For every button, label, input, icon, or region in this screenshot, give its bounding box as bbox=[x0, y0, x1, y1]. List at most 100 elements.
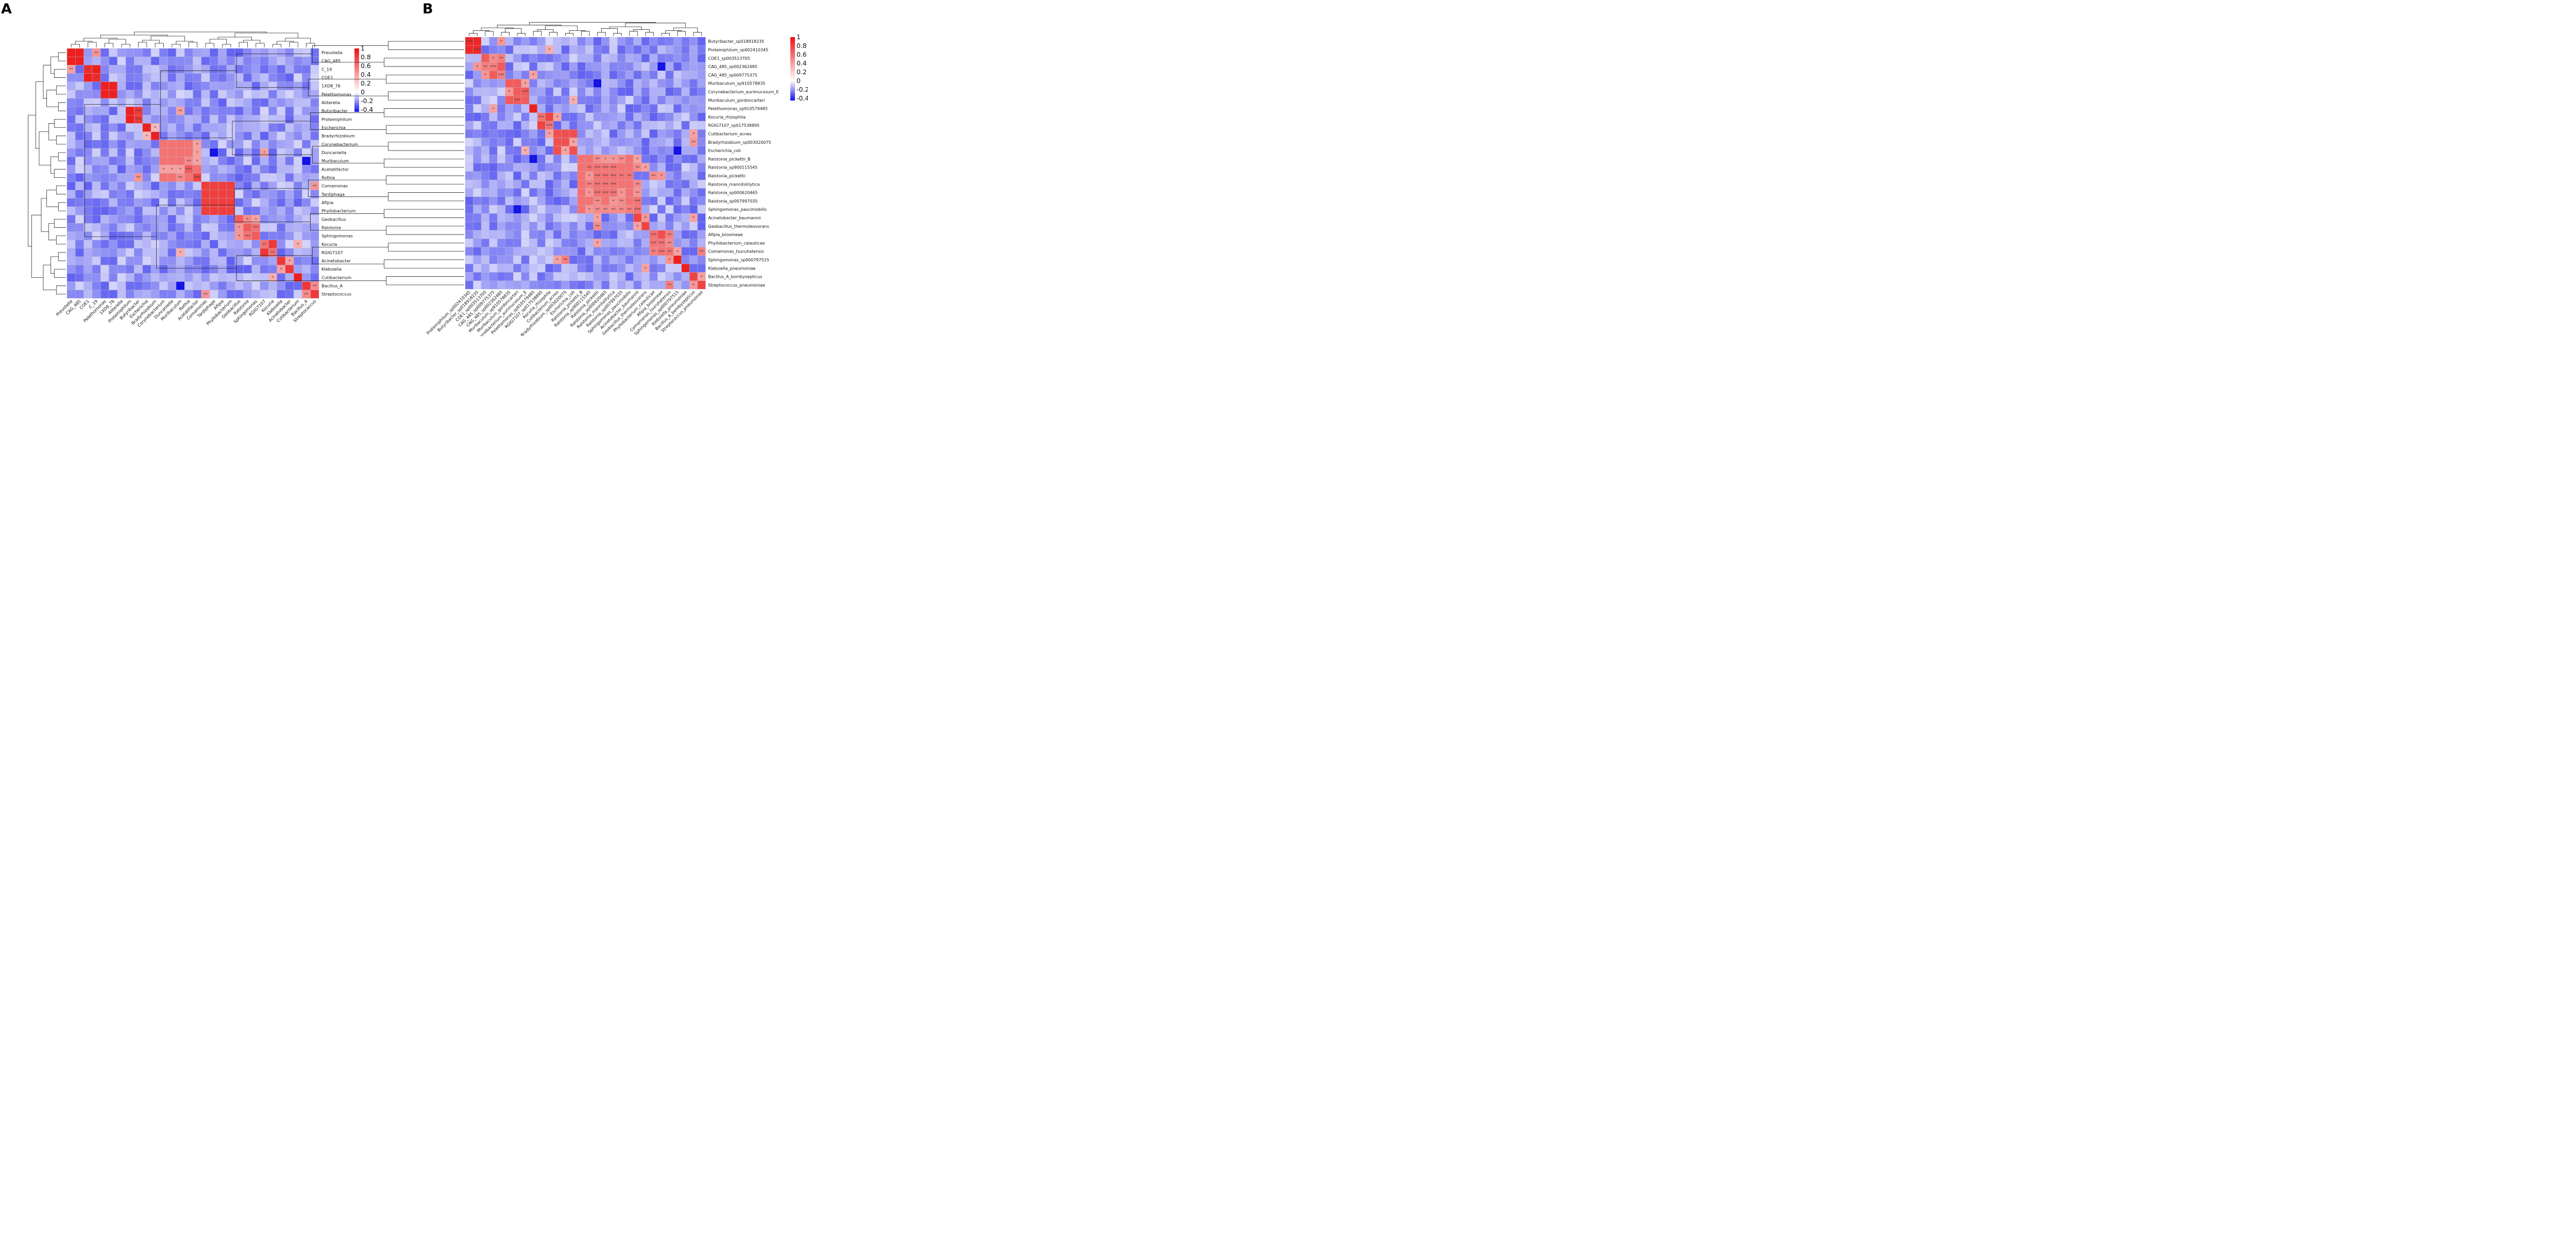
heatmap-cell bbox=[66, 98, 76, 107]
heatmap-cell bbox=[513, 70, 522, 79]
heatmap-cell bbox=[633, 70, 642, 79]
heatmap-cell bbox=[513, 230, 522, 239]
heatmap-cell bbox=[609, 222, 618, 231]
heatmap-cell bbox=[277, 240, 285, 249]
heatmap-cell bbox=[657, 179, 666, 189]
heatmap-cell bbox=[553, 247, 562, 256]
heatmap-cell bbox=[260, 131, 269, 140]
column-dendrogram-link bbox=[289, 42, 298, 47]
significance-mark: * bbox=[179, 250, 181, 255]
heatmap-cell bbox=[681, 45, 690, 54]
heatmap-cell bbox=[234, 148, 244, 157]
heatmap-cell bbox=[310, 48, 319, 57]
heatmap-cell bbox=[601, 146, 610, 155]
heatmap-cell bbox=[159, 190, 168, 199]
heatmap-cell bbox=[689, 79, 698, 88]
heatmap-cell bbox=[201, 123, 210, 132]
heatmap-cell bbox=[83, 223, 93, 232]
heatmap-cell bbox=[310, 156, 319, 165]
significance-mark: ** bbox=[619, 199, 623, 204]
heatmap-cell bbox=[641, 179, 650, 189]
colorbar-tick-label: 0.8 bbox=[796, 42, 807, 49]
significance-mark: * bbox=[692, 216, 694, 221]
heatmap-cell bbox=[75, 73, 84, 82]
heatmap-cell bbox=[234, 65, 244, 74]
heatmap-cell bbox=[521, 230, 530, 239]
significance-mark: *** bbox=[595, 182, 601, 187]
row-dendrogram-link bbox=[84, 104, 161, 237]
heatmap-cell bbox=[489, 239, 498, 247]
heatmap-cell bbox=[66, 223, 76, 232]
heatmap-cell bbox=[689, 95, 698, 105]
significance-mark: * bbox=[524, 81, 527, 86]
heatmap-cell bbox=[75, 264, 84, 274]
heatmap-cell bbox=[657, 196, 666, 206]
heatmap-cell bbox=[665, 138, 674, 147]
heatmap-cell bbox=[689, 163, 698, 172]
heatmap-cell bbox=[218, 240, 227, 249]
heatmap-cell bbox=[529, 79, 538, 88]
heatmap-cell bbox=[134, 123, 143, 132]
heatmap-cell bbox=[553, 104, 562, 113]
heatmap-cell bbox=[100, 240, 109, 249]
heatmap-cell bbox=[302, 281, 311, 290]
heatmap-cell bbox=[665, 179, 674, 189]
heatmap-cell bbox=[577, 222, 586, 231]
heatmap-cell bbox=[673, 205, 682, 214]
heatmap-cell bbox=[473, 155, 482, 163]
significance-mark: *** bbox=[490, 64, 496, 69]
heatmap-cell bbox=[184, 181, 193, 190]
heatmap-cell bbox=[100, 256, 109, 265]
heatmap-cell bbox=[92, 123, 101, 132]
colorbar-tick-label: -0.2 bbox=[361, 97, 373, 105]
heatmap-cell bbox=[641, 239, 650, 247]
heatmap-cell bbox=[100, 115, 109, 124]
heatmap-cell bbox=[505, 37, 514, 46]
heatmap-cell bbox=[633, 255, 642, 264]
heatmap-cell bbox=[226, 123, 235, 132]
figure: A B **** ***** ********* * *** * ** * * ***** ** **… bbox=[1, 1, 808, 336]
heatmap-cell bbox=[66, 273, 76, 282]
heatmap-cell bbox=[505, 179, 514, 189]
row-dendrogram-link bbox=[54, 119, 66, 128]
heatmap-cell bbox=[561, 196, 570, 206]
heatmap-cell bbox=[641, 247, 650, 256]
heatmap-cell bbox=[577, 104, 586, 113]
significance-mark: ** bbox=[619, 157, 623, 162]
heatmap-cell bbox=[585, 104, 594, 113]
heatmap-cell bbox=[561, 112, 570, 122]
colorbar-tick-label: 0.2 bbox=[796, 68, 807, 76]
heatmap-cell bbox=[521, 171, 530, 180]
significance-mark: ** bbox=[596, 199, 600, 204]
heatmap-cell bbox=[176, 215, 185, 224]
heatmap-cell bbox=[665, 45, 674, 54]
heatmap-cell bbox=[649, 121, 658, 130]
heatmap-cell bbox=[117, 206, 126, 215]
heatmap-cell bbox=[293, 156, 302, 165]
heatmap-cell bbox=[75, 165, 84, 174]
heatmap-cell bbox=[184, 256, 193, 265]
heatmap-cell bbox=[473, 70, 482, 79]
row-dendrogram-link bbox=[388, 41, 464, 50]
heatmap-cell bbox=[553, 179, 562, 189]
heatmap-cell bbox=[633, 45, 642, 54]
heatmap-cell bbox=[673, 230, 682, 239]
heatmap-cell bbox=[92, 264, 101, 274]
heatmap-cell bbox=[513, 37, 522, 46]
heatmap-cell bbox=[100, 165, 109, 174]
significance-mark: * bbox=[588, 191, 590, 195]
significance-mark: *** bbox=[650, 232, 656, 237]
heatmap-cell bbox=[167, 148, 177, 157]
heatmap-cell bbox=[473, 213, 482, 222]
heatmap-cell bbox=[260, 65, 269, 74]
heatmap-cell bbox=[657, 155, 666, 163]
heatmap-cell bbox=[497, 188, 505, 197]
heatmap-cell bbox=[209, 223, 218, 232]
heatmap-cell bbox=[489, 272, 498, 281]
heatmap-cell bbox=[649, 45, 658, 54]
heatmap-cell bbox=[649, 280, 658, 290]
heatmap-cell bbox=[665, 263, 674, 273]
heatmap-cell bbox=[545, 272, 554, 281]
heatmap-cell bbox=[513, 155, 522, 163]
heatmap-cell bbox=[75, 140, 84, 149]
